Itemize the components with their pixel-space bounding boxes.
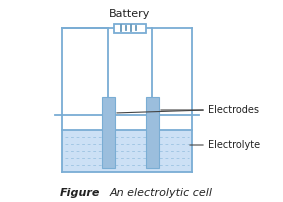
Bar <box>114 24 146 33</box>
Bar <box>102 97 115 168</box>
Bar <box>62 130 192 172</box>
Bar <box>146 97 159 168</box>
Text: An electrolytic cell: An electrolytic cell <box>110 188 213 198</box>
Text: Figure: Figure <box>60 188 100 198</box>
Text: Electrodes: Electrodes <box>208 105 259 115</box>
Text: Electrolyte: Electrolyte <box>208 140 260 150</box>
Text: Battery: Battery <box>109 9 151 19</box>
